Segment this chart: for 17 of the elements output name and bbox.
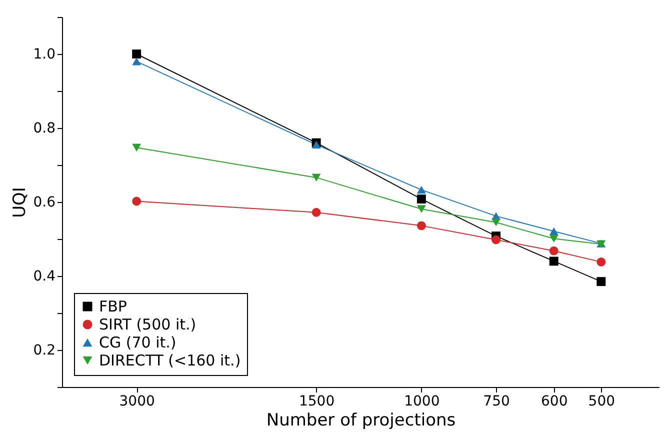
legend-label: DIRECTT (<160 it.) [99,352,241,370]
x-tick-label: 1500 [298,394,335,410]
y-tick-label: 0.2 [33,342,56,358]
legend-label: CG (70 it.) [99,334,176,352]
x-tick-label: 750 [483,394,510,410]
y-tick-label: 0.8 [33,120,56,136]
y-tick-label: 1.0 [33,46,56,62]
y-tick-label: 0.6 [33,194,56,210]
legend-label: FBP [99,298,127,316]
y-tick-label: 0.4 [33,268,56,284]
x-axis-title: Number of projections [266,410,456,430]
y-axis-title: UQI [10,187,30,218]
x-tick-label: 1000 [404,394,440,410]
x-tick-label: 500 [588,394,616,410]
x-tick-label: 600 [541,394,568,410]
x-tick-label: 3000 [119,394,155,410]
legend-label: SIRT (500 it.) [99,316,196,334]
